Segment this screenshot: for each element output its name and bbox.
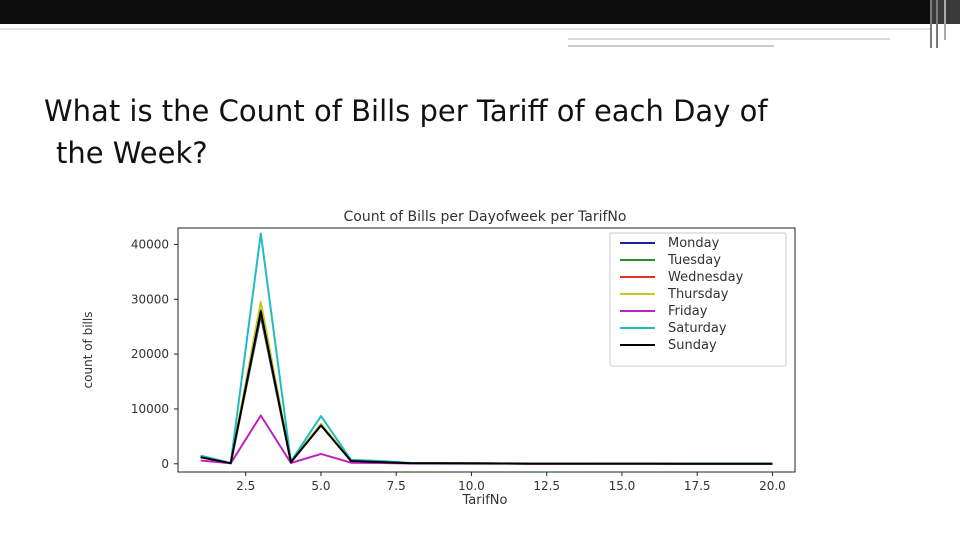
legend-label: Thursday (667, 287, 729, 302)
x-tick-label: 17.5 (684, 479, 711, 493)
chart-title: Count of Bills per Dayofweek per TarifNo (344, 209, 627, 225)
legend-label: Sunday (668, 338, 717, 353)
legend-label: Tuesday (667, 253, 721, 268)
series-line-sunday (200, 310, 773, 465)
legend-label: Wednesday (668, 270, 744, 285)
decor-shade-line (568, 38, 890, 40)
x-tick-label: 20.0 (759, 479, 786, 493)
y-tick-label: 10000 (131, 402, 169, 416)
x-tick-label: 2.5 (236, 479, 255, 493)
plot-area: 2.5 5.0 7.5 10.0 12.5 15.0 17.5 20.0 0 10000 20000… (131, 227, 796, 493)
x-tick-label: 15.0 (609, 479, 636, 493)
y-tick-label: 30000 (131, 292, 169, 306)
decor-vertical-line (944, 0, 946, 40)
y-tick-label: 0 (161, 457, 169, 471)
slide-top-bar (0, 0, 930, 24)
y-tick-label: 40000 (131, 237, 169, 251)
legend-box (609, 232, 787, 367)
decor-shade-line (0, 28, 930, 30)
x-axis-label: TarifNo (462, 493, 508, 508)
x-tick-label: 5.0 (311, 479, 330, 493)
line-chart: Count of Bills per Dayofweek per TarifNo… (81, 209, 796, 508)
x-tick-label: 7.5 (387, 479, 406, 493)
decor-vertical-line (930, 0, 932, 48)
slide-title-line: the Week? (56, 136, 208, 170)
legend-label: Saturday (668, 321, 727, 336)
x-tick-label: 12.5 (533, 479, 560, 493)
y-axis-label: count of bills (81, 312, 95, 389)
decor-vertical-line (936, 0, 938, 48)
slide-title: What is the Count of Bills per Tariff of… (44, 90, 884, 174)
chart-legend: Monday Tuesday Wednesday Thursday Friday Satu… (609, 232, 787, 367)
legend-label: Friday (668, 304, 708, 319)
legend-label: Monday (668, 236, 720, 251)
y-tick-label: 20000 (131, 347, 169, 361)
slide-title-line: What is the Count of Bills per Tariff of… (44, 94, 768, 128)
decor-shade-line (568, 45, 774, 47)
plot-frame (177, 227, 796, 473)
x-tick-label: 10.0 (458, 479, 485, 493)
